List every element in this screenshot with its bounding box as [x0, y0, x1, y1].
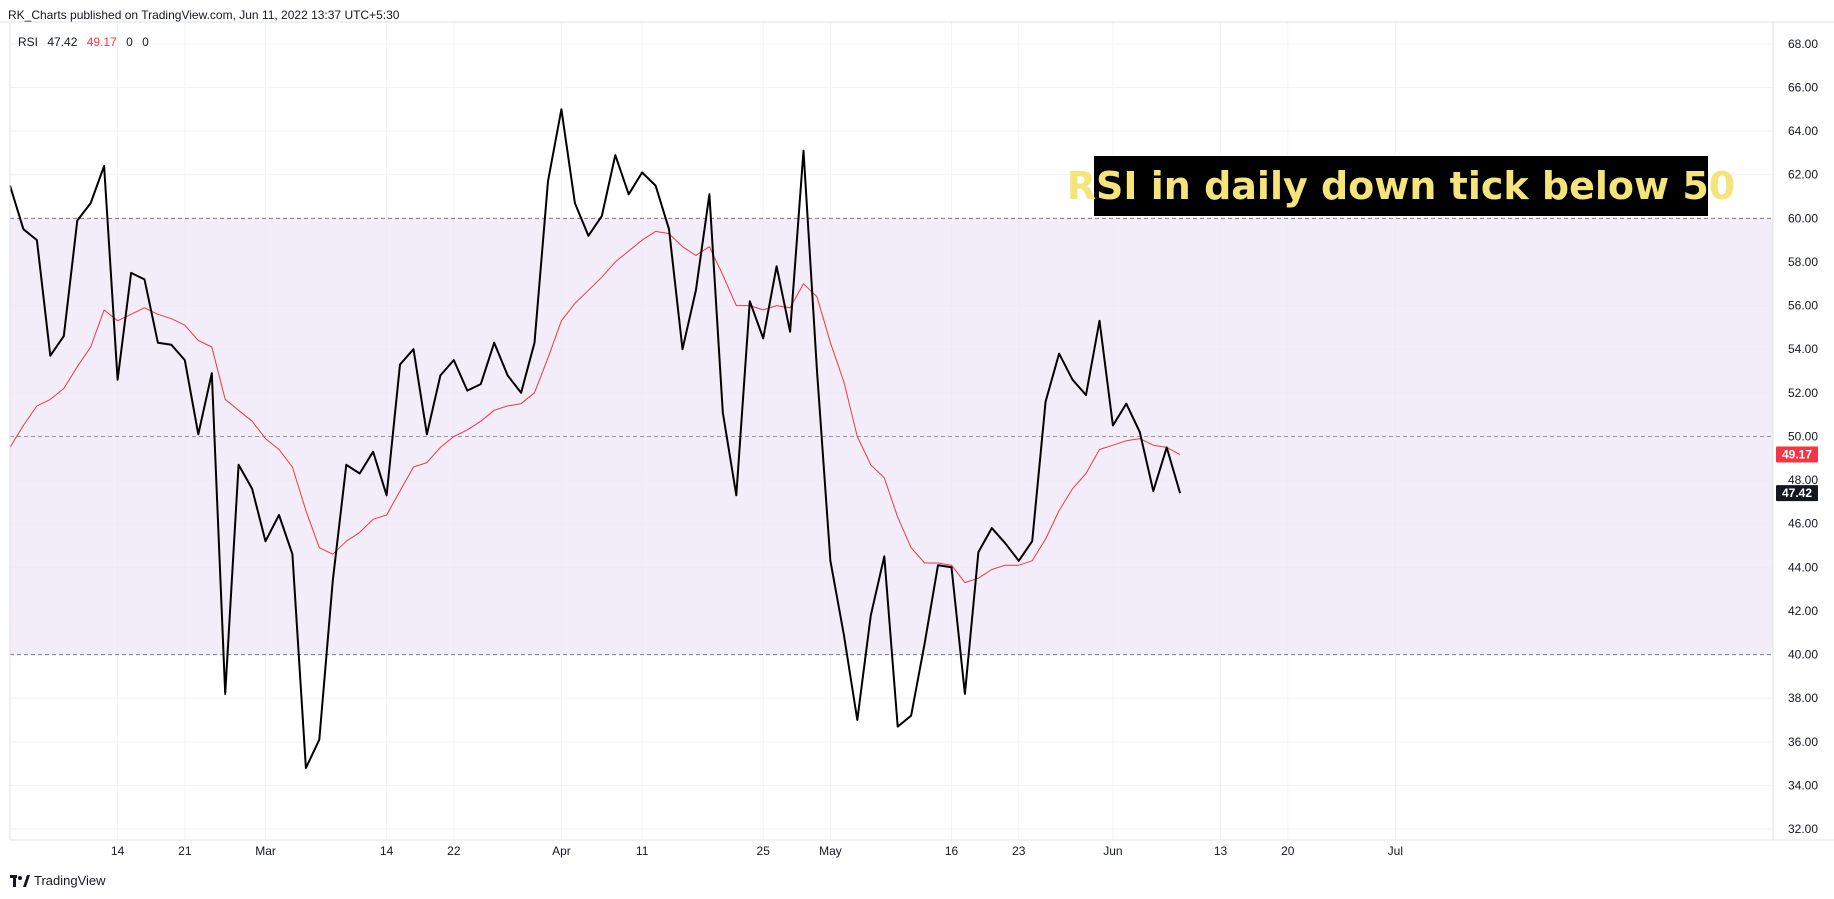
- x-tick-label: May: [819, 844, 842, 858]
- y-tick-label: 54.00: [1788, 342, 1818, 356]
- chart-series: [9, 108, 1182, 769]
- rsi-band: [10, 218, 1773, 655]
- chart-annotation[interactable]: RSI in daily down tick below 50: [1067, 156, 1735, 216]
- y-tick-label: 58.00: [1788, 255, 1818, 269]
- tradingview-logo[interactable]: TradingView: [10, 873, 106, 888]
- ma-last-label-text: 49.17: [1782, 448, 1812, 462]
- y-tick-label: 62.00: [1788, 168, 1818, 182]
- x-tick-label: 23: [1012, 844, 1026, 858]
- legend-rsi-value: 47.42: [47, 35, 78, 49]
- x-tick-label: Mar: [255, 844, 276, 858]
- indicator-legend[interactable]: RSI 47.42 49.17 0 0: [18, 35, 155, 49]
- rsi-last-label: 47.42: [1776, 485, 1818, 502]
- y-tick-label: 64.00: [1788, 124, 1818, 138]
- y-tick-label: 56.00: [1788, 299, 1818, 313]
- x-tick-label: Apr: [552, 844, 571, 858]
- y-tick-label: 50.00: [1788, 429, 1818, 443]
- x-tick-label: 14: [380, 844, 394, 858]
- time-axis[interactable]: 14 21 Mar 14 22 Apr 11 25 May 16 23 Jun 13 20 Jul: [111, 844, 1403, 858]
- y-tick-label: 68.00: [1788, 37, 1818, 51]
- tradingview-logo-icon: [10, 874, 30, 887]
- y-tick-label: 48.00: [1788, 473, 1818, 487]
- x-tick-label: 20: [1281, 844, 1295, 858]
- y-tick-label: 36.00: [1788, 735, 1818, 749]
- x-tick-label: 11: [636, 844, 649, 858]
- x-tick-label: 16: [945, 844, 959, 858]
- tradingview-brand: TradingView: [34, 873, 106, 888]
- rsi-line: [9, 108, 1182, 769]
- x-tick-label: Jun: [1103, 844, 1122, 858]
- legend-extra-1: 0: [126, 35, 133, 49]
- legend-extra-2: 0: [142, 35, 149, 49]
- ma-last-label-bg: [1776, 446, 1818, 463]
- x-tick-label: Jul: [1388, 844, 1403, 858]
- y-tick-label: 52.00: [1788, 386, 1818, 400]
- last-value-labels: 49.17 47.42: [1776, 446, 1818, 502]
- x-tick-label: 21: [178, 844, 192, 858]
- ma-line: [9, 230, 1181, 584]
- x-tick-label: 22: [447, 844, 461, 858]
- rsi-last-label-text: 47.42: [1782, 486, 1812, 500]
- x-tick-label: 13: [1214, 844, 1228, 858]
- y-tick-label: 46.00: [1788, 517, 1818, 531]
- legend-name: RSI: [18, 35, 39, 49]
- legend-ma-value: 49.17: [86, 35, 117, 49]
- y-tick-label: 40.00: [1788, 648, 1818, 662]
- y-tick-label: 66.00: [1788, 80, 1818, 94]
- rsi-last-label-bg: [1776, 485, 1818, 502]
- ma-last-label: 49.17: [1776, 446, 1818, 463]
- y-tick-label: 38.00: [1788, 691, 1818, 705]
- y-tick-label: 34.00: [1788, 778, 1818, 792]
- x-tick-label: 25: [757, 844, 771, 858]
- x-tick-label: 14: [111, 844, 125, 858]
- y-tick-label: 60.00: [1788, 211, 1818, 225]
- y-tick-label: 42.00: [1788, 604, 1818, 618]
- y-tick-label: 44.00: [1788, 560, 1818, 574]
- price-axis[interactable]: 32.00 34.00 36.00 38.00 40.00 42.00 44.00 46.00…: [1788, 37, 1818, 836]
- publish-info: RK_Charts published on TradingView.com, …: [8, 8, 400, 22]
- y-tick-label: 32.00: [1788, 822, 1818, 836]
